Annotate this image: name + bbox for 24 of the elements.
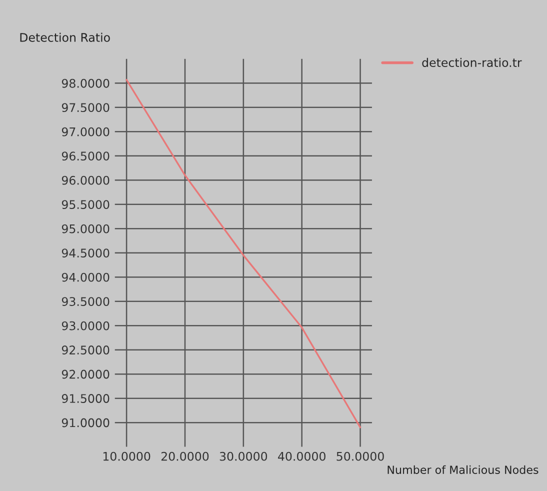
y-tick-label: 92.0000 bbox=[62, 370, 110, 379]
x-tick-label: 50.0000 bbox=[336, 452, 384, 461]
x-tick-label: 40.0000 bbox=[278, 452, 326, 461]
y-tick-label: 93.5000 bbox=[62, 297, 110, 306]
y-tick-label: 96.0000 bbox=[62, 176, 110, 185]
line-series bbox=[126, 78, 362, 428]
legend-label: detection-ratio.tr bbox=[422, 58, 522, 68]
x-tick-label: 30.0000 bbox=[220, 452, 268, 461]
y-tick-label: 91.0000 bbox=[62, 418, 110, 428]
y-tick-label: 97.5000 bbox=[62, 103, 110, 112]
y-tick-label: 93.0000 bbox=[62, 321, 110, 330]
x-axis-title: Number of Malicious Nodes bbox=[388, 465, 538, 474]
y-tick-label: 94.5000 bbox=[62, 248, 110, 258]
x-tick-label: 10.0000 bbox=[103, 452, 150, 461]
y-axis-title: Detection Ratio bbox=[20, 32, 110, 42]
y-tick-label: 95.5000 bbox=[62, 200, 110, 210]
y-tick-label: 94.0000 bbox=[62, 272, 110, 282]
y-tick-label: 95.0000 bbox=[62, 224, 110, 234]
y-tick-label: 92.5000 bbox=[62, 346, 110, 354]
y-tick-label: 91.5000 bbox=[62, 394, 110, 403]
x-tick-label: 20.0000 bbox=[161, 452, 209, 461]
y-tick-label: 96.5000 bbox=[62, 152, 110, 161]
y-tick-label: 98.0000 bbox=[62, 78, 110, 88]
y-tick-label: 97.0000 bbox=[62, 127, 110, 136]
